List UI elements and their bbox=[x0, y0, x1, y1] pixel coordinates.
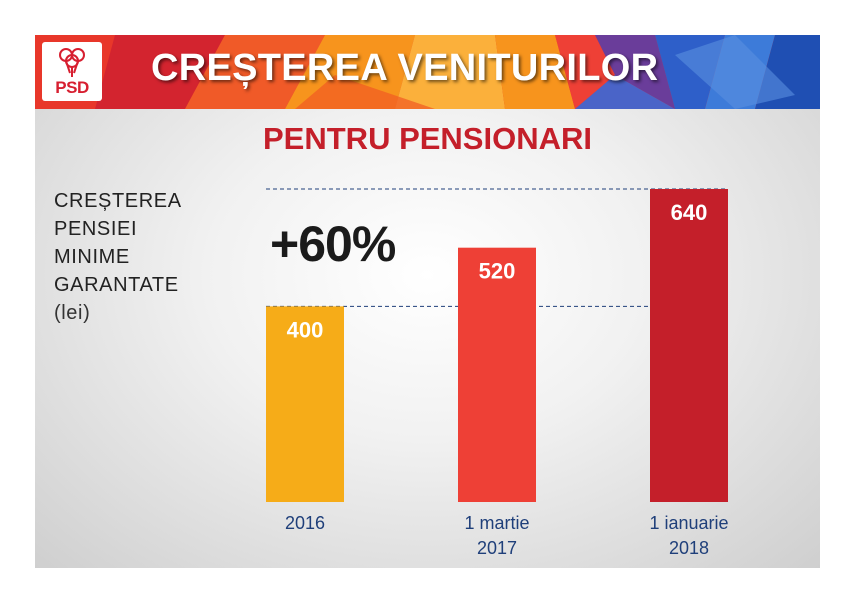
header-banner: PSD CREȘTEREA VENITURILOR bbox=[35, 35, 820, 109]
bar bbox=[266, 306, 344, 502]
y-label-unit: (lei) bbox=[54, 302, 91, 324]
bar bbox=[458, 247, 536, 502]
y-axis-label: CREȘTEREA PENSIEI MINIME GARANTATE (lei) bbox=[54, 187, 182, 327]
x-tick-label: 1 ianuarie bbox=[649, 513, 728, 533]
x-tick-label: 2018 bbox=[669, 538, 709, 558]
x-tick-label: 1 martie bbox=[464, 513, 529, 533]
increase-annotation: +60% bbox=[270, 216, 396, 272]
x-tick-label: 2016 bbox=[285, 513, 325, 533]
y-label-line: PENSIEI bbox=[54, 218, 138, 240]
page-title: CREȘTEREA VENITURILOR bbox=[151, 47, 659, 89]
bar-value-label: 400 bbox=[287, 317, 324, 342]
y-label-line: GARANTATE bbox=[54, 274, 179, 296]
psd-logo: PSD bbox=[42, 42, 102, 101]
chart-subtitle: PENTRU PENSIONARI bbox=[263, 121, 592, 156]
x-tick-label: 2017 bbox=[477, 538, 517, 558]
infographic-card: PSD CREȘTEREA VENITURILOR PENTRU PENSION… bbox=[35, 35, 820, 568]
bar bbox=[650, 189, 728, 502]
y-label-line: CREȘTEREA bbox=[54, 190, 182, 212]
bar-value-label: 640 bbox=[671, 200, 708, 225]
rose-icon bbox=[59, 48, 85, 77]
logo-text: PSD bbox=[55, 78, 89, 97]
y-label-line: MINIME bbox=[54, 246, 130, 268]
banner-pattern bbox=[35, 35, 820, 109]
bar-value-label: 520 bbox=[479, 259, 516, 284]
bar-chart: 400 2016 520 1 martie 2017 640 1 ianuarie 2018 bbox=[266, 188, 729, 558]
